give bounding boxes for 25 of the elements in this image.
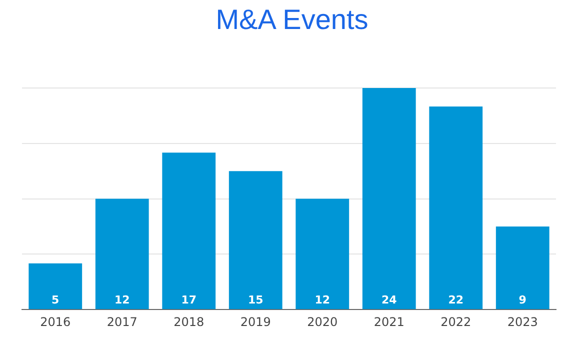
x-tick-label: 2019 — [240, 314, 271, 329]
data-label: 12 — [114, 293, 130, 306]
data-label: 9 — [518, 293, 526, 306]
data-label: 22 — [448, 293, 464, 306]
data-label: 24 — [381, 293, 398, 306]
bar — [95, 198, 149, 310]
bar — [28, 263, 82, 310]
bar — [162, 152, 216, 310]
x-tick-label: 2017 — [106, 314, 138, 329]
bar — [228, 171, 282, 310]
bar — [362, 88, 416, 310]
bar — [429, 106, 483, 310]
x-tick-label: 2021 — [374, 314, 404, 329]
x-tick-label: 2018 — [174, 314, 204, 329]
data-label: 5 — [52, 293, 60, 306]
x-tick-label: 2020 — [307, 314, 338, 329]
x-tick-label: 2022 — [440, 314, 472, 329]
data-label: 12 — [314, 293, 330, 306]
data-label: 15 — [248, 293, 264, 306]
data-label: 17 — [181, 293, 197, 306]
bar — [496, 226, 550, 310]
x-tick-label: 2016 — [40, 314, 71, 329]
bar — [296, 198, 350, 310]
chart-title: M&A Events — [214, 4, 370, 36]
x-tick-label: 2023 — [507, 314, 538, 329]
